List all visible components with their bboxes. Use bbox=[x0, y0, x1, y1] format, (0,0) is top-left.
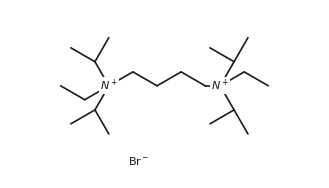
Text: Br$^-$: Br$^-$ bbox=[128, 155, 149, 167]
Text: $N^+$: $N^+$ bbox=[211, 78, 229, 93]
Text: $N^+$: $N^+$ bbox=[100, 78, 118, 93]
